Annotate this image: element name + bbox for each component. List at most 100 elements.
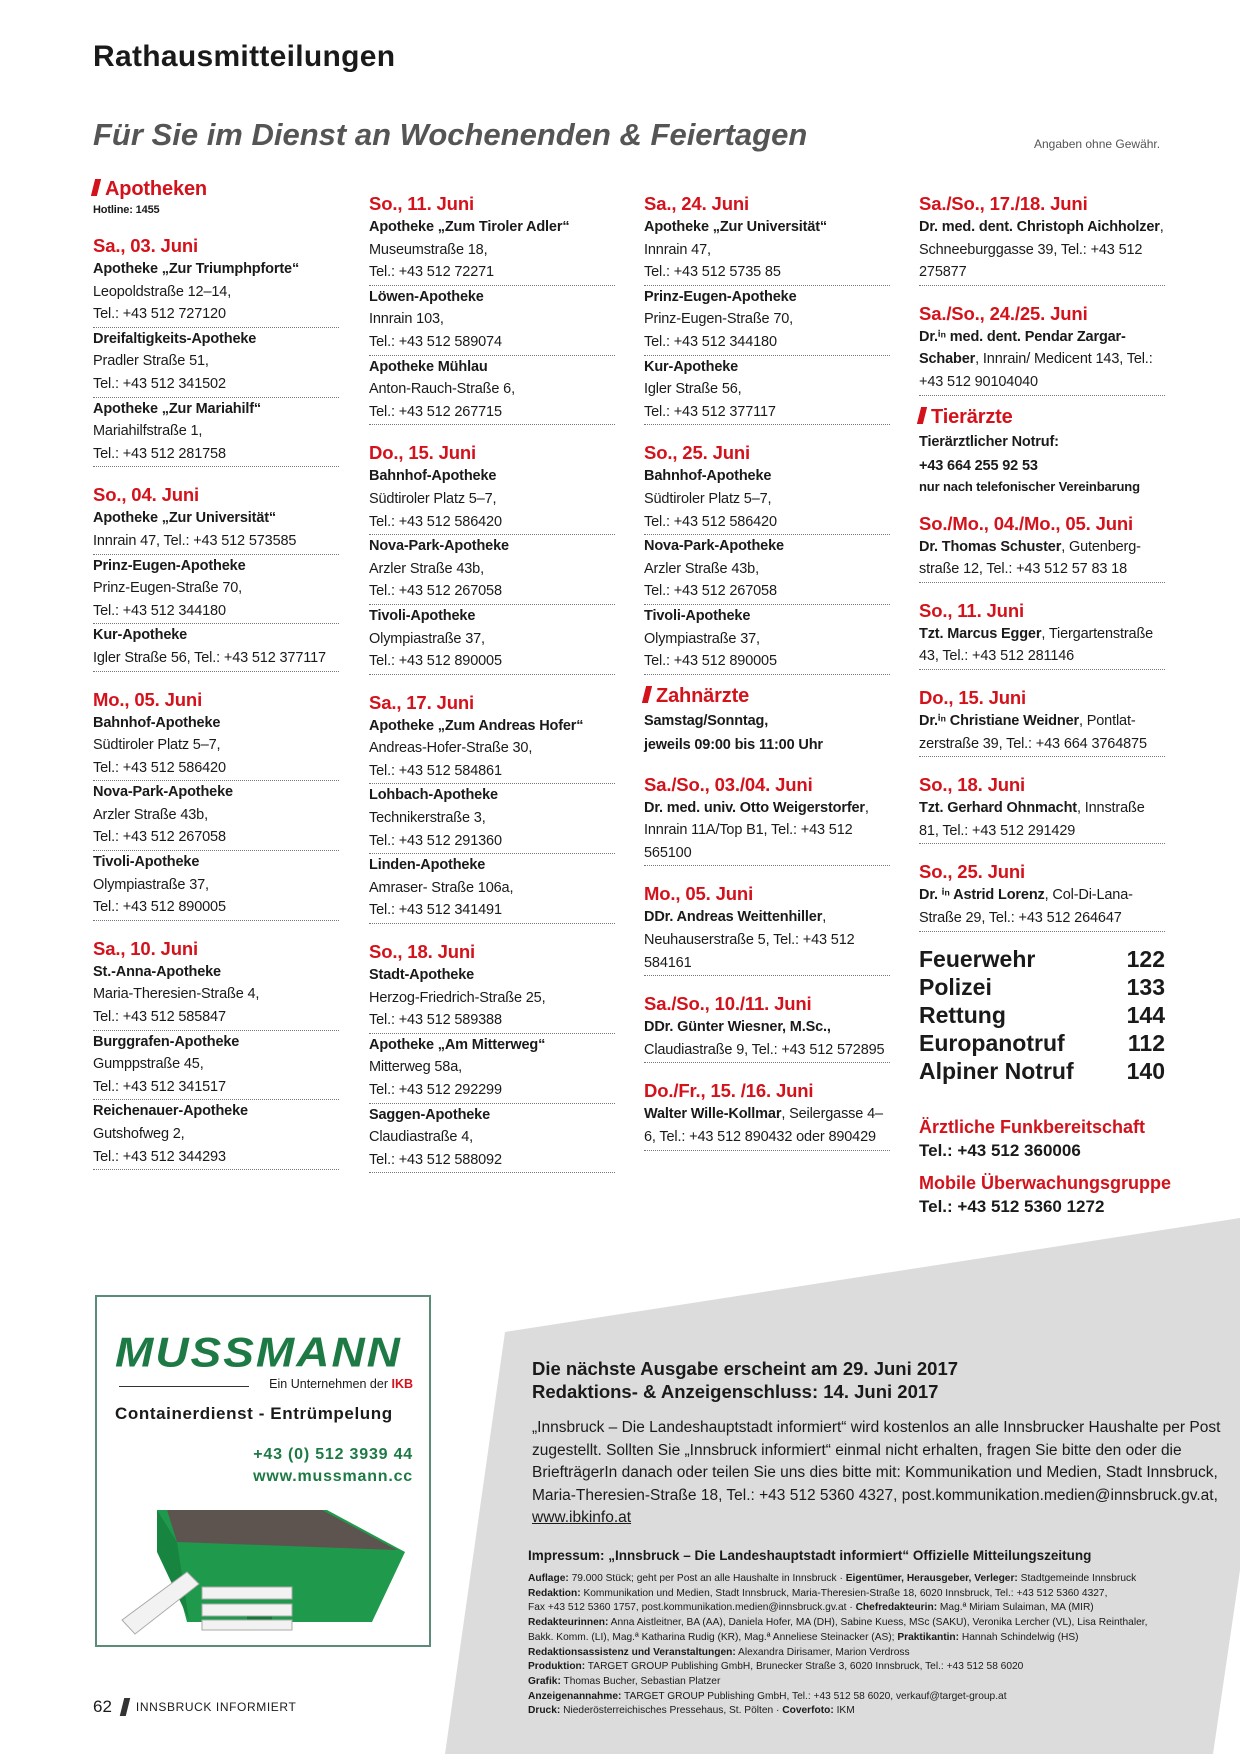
date-heading: Sa./So., 10./11. Juni	[644, 993, 812, 1015]
impressum-text: Bakk. Komm. (LI), Mag.ª Katharina Rudig …	[528, 1631, 898, 1643]
date-group: So./Mo., 04./Mo., 05. Juni Dr. Thomas Sch…	[919, 512, 1165, 583]
impressum-line: Redakteurinnen: Anna Aistleitner, BA (AA…	[528, 1616, 1218, 1631]
impressum-text: 79.000 Stück; geht per Post an alle Haus…	[568, 1573, 846, 1584]
entry-name: Tivoli-Apotheke	[369, 607, 476, 624]
impressum-text: Anna Aistleitner, BA (AA), Daniela Hofer…	[608, 1617, 1148, 1629]
slash-mark-icon	[641, 685, 653, 703]
impressum-label: Druck:	[528, 1705, 561, 1717]
list-item: St.-Anna-Apotheke Maria-Theresien-Straße …	[93, 961, 339, 1031]
deadline: Redaktions- & Anzeigenschluss: 14. Juni …	[532, 1381, 939, 1402]
list-item: Stadt-Apotheke Herzog-Friedrich-Straße 25…	[369, 964, 615, 1034]
list-item: Dr.ⁱⁿ med. dent. Pendar Zargar-Schaber, …	[919, 326, 1165, 396]
entry-line: Tel.: +43 512 344293	[93, 1148, 226, 1165]
impressum-line: Grafik: Thomas Bucher, Sebastian Platzer	[528, 1675, 1218, 1690]
entry-name: DDr. Günter Wiesner, M.Sc.,	[644, 1019, 831, 1036]
list-item: Burggrafen-Apotheke Gumppstraße 45, Tel.: …	[93, 1031, 339, 1101]
list-item: Apotheke „Zur Mariahilf“ Mariahilfstraße …	[93, 398, 339, 468]
entry-line: Tel.: +43 512 589074	[369, 333, 502, 350]
emergency-number: 140	[1126, 1058, 1165, 1084]
entry-name: St.-Anna-Apotheke	[93, 963, 221, 980]
entry-name: Dr. med. univ. Otto Weigers­torfer	[644, 799, 865, 816]
list-item: Kur-Apotheke Igler Straße 56, Tel.: +43 51…	[644, 356, 890, 426]
emergency-numbers: Feuerwehr 122 Polizei 133 Rettung 144 Europano…	[919, 945, 1165, 1085]
divider	[119, 1386, 249, 1387]
date-group: Sa., 03. Juni Apotheke „Zur Triumphpforte…	[93, 234, 339, 468]
mussmann-advertisement[interactable]: MUSSMANN Ein Unternehmen der IKB Contain…	[95, 1295, 431, 1647]
entry-name: Nova-Park-Apotheke	[93, 784, 233, 801]
impressum-text: Niederösterreichisches Pressehaus, St. P…	[560, 1705, 783, 1717]
date-heading: Mo., 05. Juni	[93, 688, 203, 710]
impressum-line: Anzeigenannahme: TARGET GROUP Publishing…	[528, 1690, 1218, 1705]
ad-website[interactable]: www.mussmann.cc	[253, 1468, 413, 1485]
list-item: DDr. Günter Wiesner, M.Sc., Claudiastraß…	[644, 1016, 890, 1064]
impressum-line: Druck: Niederösterreichisches Pressehaus…	[528, 1704, 1218, 1719]
entry-name: Nova-Park-Apotheke	[369, 538, 509, 555]
entry-line: Südtiroler Platz 5–7,	[93, 737, 221, 754]
page-number: 62	[93, 1697, 112, 1716]
list-item: Dr.ⁱⁿ Christiane Weidner, Pontlat­zerstr…	[919, 710, 1165, 758]
emergency-row: Feuerwehr 122	[919, 945, 1165, 973]
impressum-line: Auflage: 79.000 Stück; geht per Post an …	[528, 1572, 1218, 1587]
emergency-label: Feuerwehr	[919, 946, 1036, 972]
entry-details: , Innstraße 81, Tel.: +43 512 291429	[919, 800, 1145, 839]
date-group: So., 18. Juni Tzt. Gerhard Ohnmacht, Inns…	[919, 773, 1165, 845]
impressum-label: Eigentümer, Herausgeber, Verleger:	[845, 1573, 1018, 1584]
entry-name: Dreifaltigkeits-Apotheke	[93, 330, 257, 347]
list-item: Apotheke Mühlau Anton-Rauch-Straße 6, Tel.…	[369, 356, 615, 426]
impressum-text: TARGET GROUP Publishing GmbH, Tel.: +43 …	[621, 1690, 1007, 1702]
entry-line: Igler Straße 56,	[644, 381, 742, 398]
list-item: Dr. med. dent. Christoph Aichholzer, Sch…	[919, 216, 1165, 286]
date-heading: So., 11. Juni	[919, 599, 1024, 621]
date-heading: So., 25. Juni	[919, 861, 1025, 883]
entry-name: Prinz-Eugen-Apotheke	[644, 288, 797, 305]
impressum-label: Redaktionsassistenz und Veranstaltungen:	[528, 1646, 736, 1658]
entry-name: Apotheke „Zum Tiroler Adler“	[369, 219, 570, 235]
list-item: Dr. ⁱⁿ Astrid Lorenz, Col-Di-Lana-Straße…	[919, 884, 1165, 932]
ad-contact: +43 (0) 512 3939 44 www.mussmann.cc	[253, 1444, 413, 1488]
date-heading: So., 04. Juni	[93, 484, 199, 506]
impressum-text: Hannah Schindelwig (HS)	[959, 1631, 1079, 1643]
section-title: Tierärzte	[931, 405, 1013, 428]
entry-details: , Seilergasse 4–6, Tel.: +43 512 890432 …	[644, 1106, 883, 1146]
entry-line: Andreas-Hofer-Straße 30,	[369, 740, 533, 757]
entry-line: Tel.: +43 512 890005	[369, 653, 502, 670]
date-heading: So./Mo., 04./Mo., 05. Juni	[919, 512, 1134, 534]
list-item: Apotheke „Zur Triumphpforte“ Leopoldstraß…	[93, 258, 339, 328]
ibkinfo-link[interactable]: www.ibkinfo.at	[532, 1509, 632, 1527]
container-illustration	[121, 1510, 405, 1635]
entry-line: Tel.: +43 512 267058	[644, 583, 777, 600]
footer: 62 INNSBRUCK INFORMIERT	[93, 1697, 296, 1717]
emergency-row: Europanotruf 112	[919, 1029, 1165, 1057]
entry-details: , Schneeburggasse 39, Tel.: +43 512 2758…	[919, 219, 1164, 281]
entry-details: Claudiastraße 9, Tel.: +43 512 572895	[644, 1041, 885, 1058]
date-group: So., 04. Juni Apotheke „Zur Universität“ I…	[93, 483, 339, 672]
entry-line: Tel.: +43 512 341502	[93, 375, 226, 392]
entry-name: Burggrafen-Apotheke	[93, 1033, 240, 1050]
date-group: Sa., 10. Juni St.-Anna-Apotheke Maria-Ther…	[93, 937, 339, 1171]
entry-line: Mariahilfstraße 1,	[93, 423, 203, 440]
entry-line: Tel.: +43 512 341491	[369, 902, 502, 919]
impressum-label: Produktion:	[528, 1661, 586, 1673]
emergency-label: Europanotruf	[919, 1030, 1065, 1056]
entry-name: Bahnhof-Apotheke	[644, 468, 772, 485]
entry-line: Tel.: +43 512 589388	[369, 1012, 502, 1029]
impressum-lines: Auflage: 79.000 Stück; geht per Post an …	[528, 1572, 1218, 1719]
entry-name: Apotheke „Zur Universität“	[644, 219, 828, 235]
entry-name: Tivoli-Apotheke	[644, 607, 751, 624]
entry-line: Tel.: +43 512 586420	[644, 513, 777, 530]
entry-line: Olympiastraße 37,	[369, 630, 485, 647]
list-item: Löwen-Apotheke Innrain 103, Tel.: +43 512 …	[369, 286, 615, 356]
entry-details: , Neuhauserstraße 5, Tel.: +43 512 58416…	[644, 909, 855, 971]
entry-details: , Col-Di-Lana-Straße 29, Tel.: +43 512 2…	[919, 887, 1133, 926]
entry-line: Prinz-Eugen-Straße 70,	[93, 580, 243, 597]
next-issue-date: Die nächste Ausgabe erscheint am 29. Jun…	[532, 1358, 959, 1379]
entry-name: Apotheke „Zur Universität“	[93, 510, 277, 527]
list-item: Kur-Apotheke Igler Straße 56, Tel.: +43 5…	[93, 624, 339, 672]
list-item: Reichenauer-Apotheke Gutshofweg 2, Tel.: +…	[93, 1100, 339, 1171]
service-phone: Tel.: +43 512 360006	[919, 1141, 1081, 1160]
impressum-text: Kommunikation und Medien, Stadt Innsbruc…	[580, 1587, 1108, 1599]
entry-details: , Tiergarten­straße 43, Tel.: +43 512 28…	[919, 625, 1154, 665]
entry-name: Reichenauer-Apotheke	[93, 1103, 248, 1120]
date-heading: Mo., 05. Juni	[644, 883, 754, 905]
date-group: So., 18. Juni Stadt-Apotheke Herzog-Friedr…	[369, 940, 615, 1174]
